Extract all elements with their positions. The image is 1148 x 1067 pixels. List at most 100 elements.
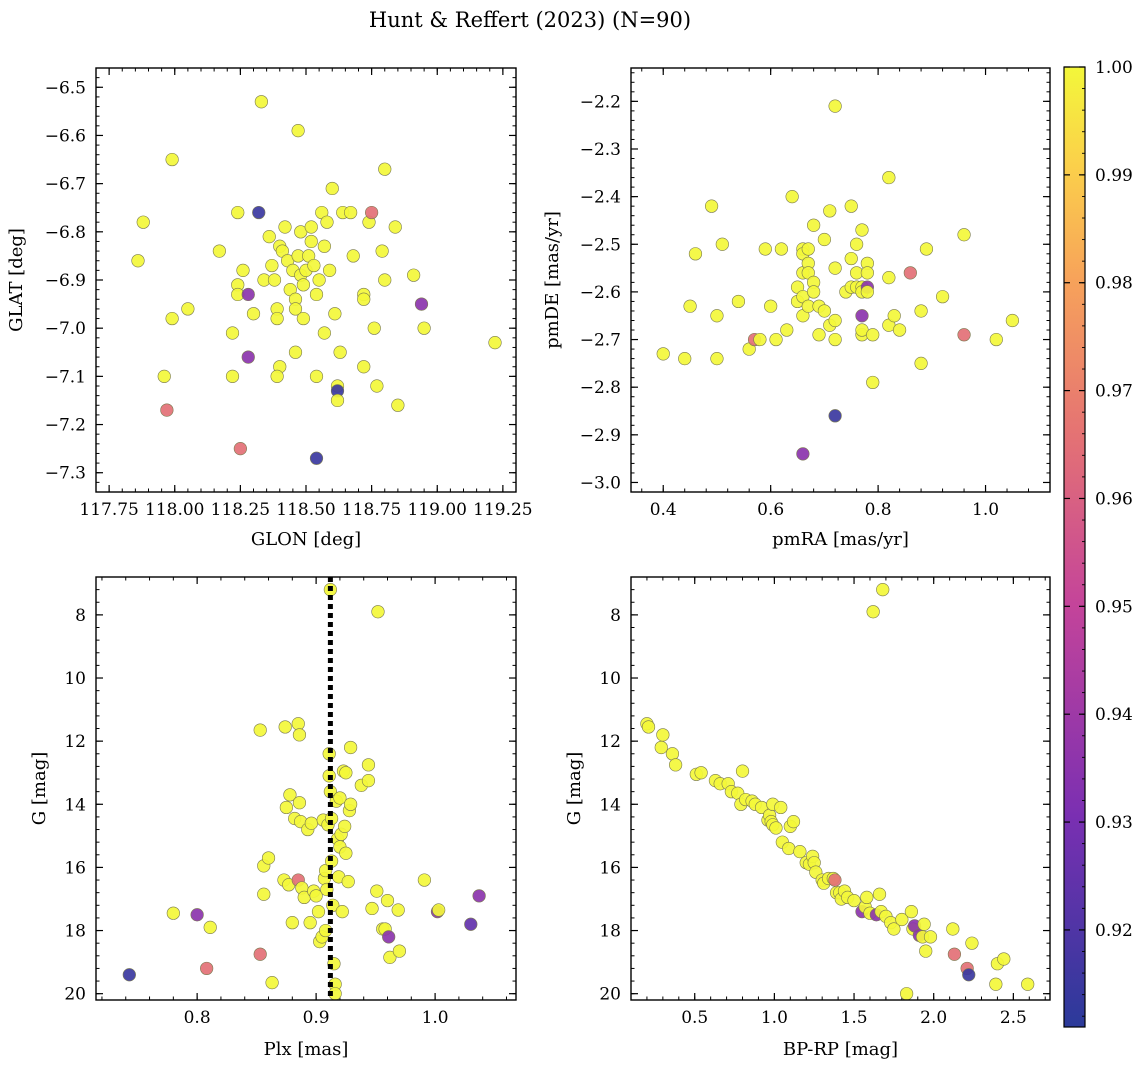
y-tick-label: −7.0 xyxy=(45,319,86,339)
scatter-point xyxy=(283,788,297,802)
scatter-point xyxy=(860,285,874,299)
scatter-point xyxy=(338,819,352,833)
scatter-point xyxy=(278,720,292,734)
scatter-point xyxy=(122,968,136,982)
scatter-point xyxy=(296,278,310,292)
x-tick-label: 119.00 xyxy=(408,500,467,520)
colorbar-tick-label: 0.99 xyxy=(1095,166,1133,186)
y-tick-label: −6.6 xyxy=(45,126,86,146)
scatter-point xyxy=(361,774,376,788)
axes-frame xyxy=(630,67,1051,493)
scatter-point xyxy=(850,237,864,251)
scatter-point xyxy=(947,947,962,961)
scatter-point xyxy=(292,728,307,742)
scatter-point xyxy=(694,766,708,780)
scatter-point xyxy=(278,220,292,234)
scatter-point xyxy=(919,944,933,958)
colorbar-tick-label: 0.92 xyxy=(1095,921,1133,941)
panel-bprp-g: 0.5 1.0 1.5 2.0 2.5 8 10 12 14 16 18 20 BP-RP [mag] G… xyxy=(564,576,1051,1060)
colorbar-tick-label: 1.00 xyxy=(1095,58,1133,78)
panel-plx-g: 0.8 0.9 1.0 8 10 12 14 16 18 20 Plx [mas] G [mag] xyxy=(29,576,517,1060)
scatter-point xyxy=(371,605,385,619)
scatter-point xyxy=(380,893,395,908)
scatter-point xyxy=(225,369,240,383)
scatter-point xyxy=(472,889,486,903)
scatter-point xyxy=(855,309,869,323)
scatter-point xyxy=(253,947,267,961)
scatter-point xyxy=(370,884,384,898)
y-tick-label: −2.3 xyxy=(580,140,621,160)
y-tick-label: −2.4 xyxy=(580,188,621,208)
scatter-point xyxy=(330,393,345,408)
y-tick-label: 10 xyxy=(64,669,86,689)
scatter-point xyxy=(876,583,890,597)
scatter-point xyxy=(361,758,376,772)
scatter-point xyxy=(764,299,778,313)
x-tick-label: 1.0 xyxy=(422,1008,449,1028)
scatter-point xyxy=(796,447,810,461)
x-axis-label: GLON [deg] xyxy=(251,529,361,550)
y-tick-label: 16 xyxy=(599,858,621,878)
scatter-point xyxy=(769,332,783,347)
scatter-point xyxy=(965,936,979,950)
scatter-point xyxy=(288,302,303,316)
x-tick-label: 0.4 xyxy=(650,500,677,520)
scatter-point xyxy=(923,930,938,944)
scatter-point xyxy=(203,920,217,934)
scatter-point xyxy=(683,299,697,313)
y-tick-label: −2.6 xyxy=(580,283,621,303)
scatter-point xyxy=(328,307,342,321)
y-tick-label: 12 xyxy=(599,732,621,752)
x-tick-label: 117.75 xyxy=(79,500,138,520)
axes-frame xyxy=(630,576,1051,1001)
y-tick-label: 16 xyxy=(64,858,86,878)
colorbar-tick-label: 0.98 xyxy=(1095,274,1133,294)
scatter-point xyxy=(339,766,353,780)
scatter-point xyxy=(370,379,384,393)
scatter-point xyxy=(946,922,960,936)
scatter-point xyxy=(344,797,358,811)
scatter-point xyxy=(212,244,226,258)
y-tick-label: 18 xyxy=(64,922,86,942)
y-tick-label: 14 xyxy=(599,795,621,815)
x-tick-label: 118.75 xyxy=(342,500,401,520)
scatter-point xyxy=(962,968,976,982)
scatter-point xyxy=(847,893,861,908)
scatter-point xyxy=(136,215,150,229)
x-tick-label: 118.25 xyxy=(211,500,270,520)
scatter-point xyxy=(233,442,247,456)
scatter-point xyxy=(828,99,842,113)
scatter-point xyxy=(309,287,324,302)
scatter-point xyxy=(807,285,821,299)
scatter-point xyxy=(285,916,299,930)
points-bprp-g xyxy=(640,583,1035,1000)
y-axis-label: G [mag] xyxy=(29,752,50,825)
scatter-point xyxy=(166,906,180,920)
y-tick-label: −7.1 xyxy=(45,367,86,387)
scatter-point xyxy=(774,800,788,815)
scatter-point xyxy=(270,311,284,326)
scatter-point xyxy=(828,313,842,328)
scatter-point xyxy=(786,815,801,829)
scatter-point xyxy=(392,944,406,958)
scatter-point xyxy=(288,345,303,359)
scatter-point xyxy=(252,205,266,220)
scatter-point xyxy=(236,263,250,277)
scatter-point xyxy=(731,294,746,309)
scatter-point xyxy=(866,605,880,619)
scatter-point xyxy=(817,304,831,318)
y-tick-label: 10 xyxy=(599,669,621,689)
scatter-point xyxy=(279,800,293,815)
scatter-point xyxy=(957,328,971,342)
scatter-point xyxy=(312,273,326,287)
x-tick-label: 1.0 xyxy=(761,1008,788,1028)
scatter-point xyxy=(341,875,355,889)
y-tick-label: −3.0 xyxy=(580,473,621,493)
scatter-point xyxy=(823,204,837,218)
scatter-point xyxy=(246,307,261,321)
scatter-point xyxy=(365,205,379,220)
scatter-point xyxy=(407,268,421,282)
scatter-point xyxy=(304,220,318,234)
y-tick-label: −2.7 xyxy=(580,331,621,351)
